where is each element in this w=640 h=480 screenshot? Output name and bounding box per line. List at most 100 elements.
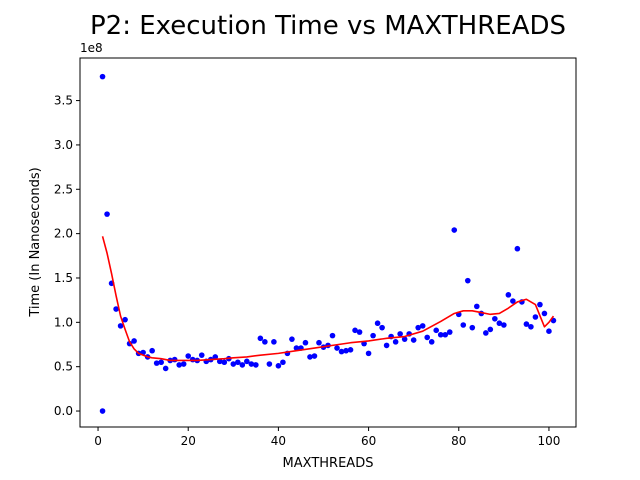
data-point [113, 306, 119, 312]
data-point [131, 338, 137, 344]
data-point [212, 354, 219, 360]
data-point [316, 339, 322, 346]
data-point [235, 359, 241, 366]
y-axis-offset-label: 1e8 [80, 41, 103, 55]
data-point [180, 361, 187, 367]
y-tick-label: 1.5 [54, 271, 73, 285]
y-tick-label: 0.5 [54, 360, 73, 374]
data-point [460, 322, 467, 328]
data-point [419, 323, 426, 329]
data-point [370, 332, 376, 339]
data-point [289, 336, 295, 342]
data-point [307, 354, 313, 360]
data-point [198, 352, 205, 358]
data-point [410, 337, 417, 343]
data-point [505, 292, 512, 298]
data-point [271, 339, 277, 345]
data-point [537, 301, 543, 308]
data-point [464, 277, 471, 284]
data-point [510, 298, 516, 304]
x-tick-label: 100 [537, 434, 560, 448]
data-point [523, 321, 530, 327]
data-point [266, 361, 273, 367]
y-tick-label: 1.0 [54, 315, 73, 329]
data-point [424, 334, 431, 341]
data-point [528, 323, 534, 330]
data-point [275, 362, 282, 369]
data-point [451, 227, 458, 233]
x-tick-label: 40 [271, 434, 286, 448]
data-point [374, 320, 381, 327]
x-tick-label: 20 [181, 434, 196, 448]
y-tick-label: 2.5 [54, 182, 73, 196]
data-point [401, 336, 408, 342]
data-point [171, 356, 178, 363]
y-axis-label: Time (In Nanoseconds) [28, 167, 43, 317]
data-point [532, 314, 539, 320]
data-point [541, 310, 548, 317]
data-point [433, 327, 440, 334]
data-point [239, 362, 246, 368]
x-tick-label: 80 [451, 434, 466, 448]
data-point [474, 303, 480, 310]
data-point [483, 330, 489, 336]
data-point [253, 362, 259, 368]
data-point [329, 332, 336, 339]
data-point [356, 329, 363, 335]
axis-ticks: 0 20 40 60 80 100 0.0 0.5 1.0 1.5 2.0 2.5 3.0 3.5 [54, 94, 560, 448]
data-point [501, 322, 507, 328]
data-point [343, 347, 349, 354]
data-point [248, 361, 255, 367]
y-tick-label: 0.0 [54, 404, 73, 418]
data-point [379, 324, 385, 331]
data-point [185, 353, 192, 359]
data-point [99, 73, 106, 80]
data-point [415, 324, 421, 331]
data-point [149, 347, 155, 354]
data-point [492, 315, 498, 322]
data-point [428, 339, 435, 345]
data-point [122, 316, 128, 323]
data-point [162, 365, 169, 372]
data-point [338, 348, 345, 355]
data-point [514, 245, 521, 252]
data-point [546, 328, 552, 335]
data-point [383, 342, 390, 349]
x-axis-label: MAXTHREADS [283, 456, 374, 471]
data-point [216, 358, 223, 365]
data-point [104, 211, 110, 217]
data-point [437, 331, 444, 338]
plot-area [99, 73, 557, 414]
x-tick-label: 0 [94, 434, 102, 448]
data-point [397, 331, 403, 337]
data-point [311, 353, 318, 359]
data-point [352, 327, 358, 334]
data-point [496, 320, 503, 327]
data-point [487, 326, 494, 333]
data-point [392, 339, 399, 345]
data-point [442, 331, 449, 338]
plot-frame [79, 57, 577, 428]
data-point [280, 359, 286, 366]
data-point [244, 358, 250, 365]
trend-line [101, 236, 555, 362]
data-point [230, 361, 237, 367]
data-point [262, 339, 268, 345]
data-point [446, 329, 453, 335]
data-point [257, 335, 264, 342]
data-point [302, 339, 309, 346]
data-point [99, 408, 106, 414]
data-point [469, 324, 476, 331]
y-tick-label: 3.0 [54, 138, 73, 152]
x-tick-label: 60 [361, 434, 376, 448]
data-point [117, 323, 124, 329]
y-tick-label: 3.5 [54, 94, 73, 108]
data-point [365, 350, 372, 357]
data-point [176, 362, 182, 368]
data-point [347, 347, 354, 353]
chart-title: P2: Execution Time vs MAXTHREADS [90, 11, 566, 41]
y-tick-label: 2.0 [54, 227, 73, 241]
data-point [334, 345, 340, 351]
data-point [158, 359, 164, 366]
